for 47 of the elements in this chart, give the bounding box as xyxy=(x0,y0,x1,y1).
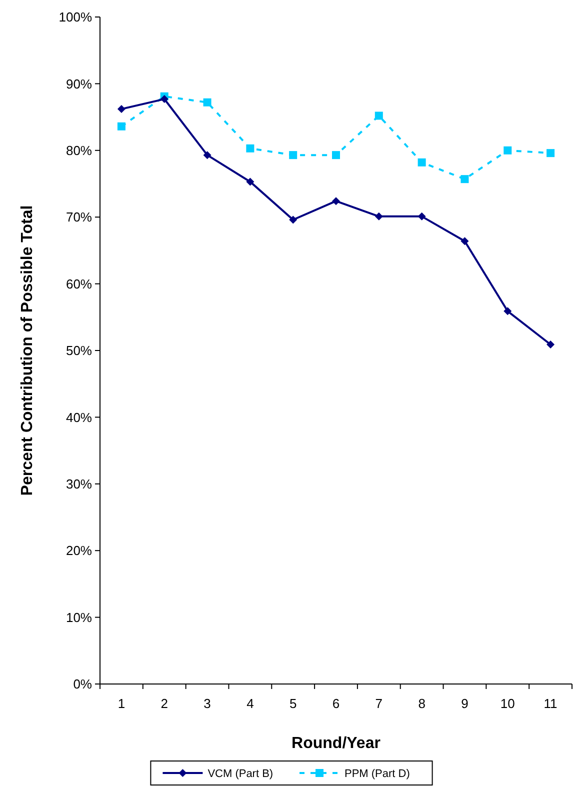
legend-label: PPM (Part D) xyxy=(344,768,410,780)
y-tick-label: 100% xyxy=(58,10,92,25)
point xyxy=(418,212,426,220)
x-tick-label: 8 xyxy=(418,696,426,711)
point xyxy=(289,151,298,160)
y-tick-label: 20% xyxy=(66,543,92,558)
point xyxy=(546,149,555,158)
y-tick-label: 50% xyxy=(66,343,92,358)
point xyxy=(246,178,254,186)
y-axis-title: Percent Contribution of Possible Total xyxy=(19,205,36,496)
x-tick-label: 1 xyxy=(118,696,126,711)
x-tick-label: 3 xyxy=(204,696,211,711)
point xyxy=(117,122,126,130)
point xyxy=(332,151,340,160)
y-tick-label: 80% xyxy=(66,142,92,158)
y-tick-label: 30% xyxy=(66,476,92,492)
y-tick-label: 40% xyxy=(66,410,92,425)
y-tick-label: 70% xyxy=(66,210,92,225)
point xyxy=(332,197,340,206)
x-tick-label: 5 xyxy=(289,696,297,711)
point xyxy=(203,151,212,160)
point xyxy=(117,105,126,114)
point xyxy=(160,95,168,104)
point xyxy=(546,340,555,348)
x-tick-label: 2 xyxy=(160,696,168,711)
x-tick-label: 10 xyxy=(500,696,515,711)
point xyxy=(374,212,383,220)
point xyxy=(418,158,426,166)
y-tick-label: 0% xyxy=(73,676,92,692)
point xyxy=(460,175,469,184)
point xyxy=(203,98,212,106)
x-tick-label: 11 xyxy=(544,696,558,711)
point xyxy=(246,144,254,152)
y-tick-label: 10% xyxy=(66,610,92,625)
point xyxy=(374,112,383,120)
x-tick-label: 6 xyxy=(332,696,340,711)
point xyxy=(460,237,469,246)
y-tick-label: 60% xyxy=(66,276,92,292)
point xyxy=(504,307,512,316)
point xyxy=(289,216,298,224)
x-tick-label: 7 xyxy=(375,696,383,711)
x-tick-label: 9 xyxy=(461,696,468,711)
x-axis-title: Round/Year xyxy=(292,735,380,752)
x-tick-label: 4 xyxy=(246,696,254,711)
point xyxy=(504,146,512,154)
legend-label: VCM (Part B) xyxy=(208,768,274,780)
y-tick-label: 90% xyxy=(66,76,92,92)
